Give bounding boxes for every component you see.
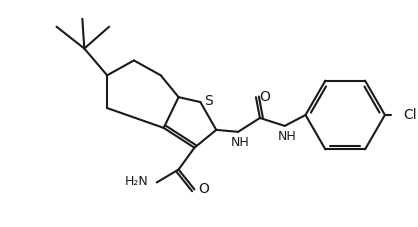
Text: Cl: Cl bbox=[403, 108, 416, 122]
Text: O: O bbox=[260, 90, 270, 104]
Text: H₂N: H₂N bbox=[125, 175, 149, 188]
Text: NH: NH bbox=[277, 130, 296, 143]
Text: S: S bbox=[204, 94, 213, 108]
Text: NH: NH bbox=[231, 136, 250, 149]
Text: O: O bbox=[198, 182, 209, 196]
